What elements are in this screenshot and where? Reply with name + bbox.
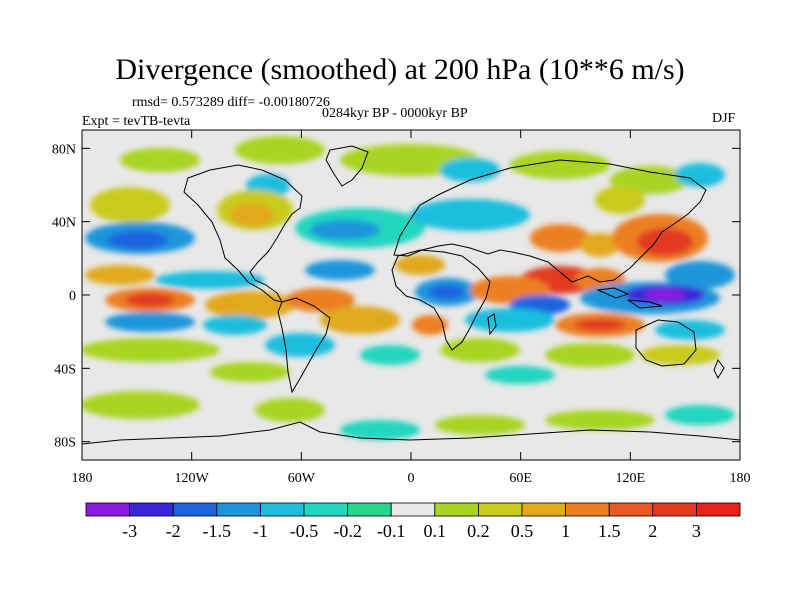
lat-tick-label: 40S	[54, 362, 76, 377]
colorbar-swatch	[521, 502, 566, 517]
colorbar-swatch	[172, 502, 218, 517]
colorbar-swatch	[434, 502, 479, 517]
period-label: 0284kyr BP - 0000kyr BP	[322, 106, 468, 121]
lat-tick-label: 40N	[52, 216, 76, 231]
stats-line: rmsd= 0.573289 diff= -0.00180726	[132, 95, 330, 110]
colorbar-label: -2	[166, 521, 181, 541]
colorbar-label: -1.5	[203, 521, 232, 541]
colorbar-label: -0.5	[290, 521, 319, 541]
lon-tick-label: 60W	[288, 471, 316, 486]
lon-tick-label: 180	[730, 471, 751, 486]
colorbar-swatch	[303, 502, 348, 517]
colorbar-swatch	[216, 502, 261, 517]
colorbar-label: 1	[561, 521, 570, 541]
experiment-label: Expt = tevTB-tevta	[82, 114, 191, 129]
lon-tick-label: 120W	[175, 471, 210, 486]
colorbar-swatch	[259, 502, 305, 517]
colorbar-label: 0.2	[467, 521, 490, 541]
lon-tick-label: 120E	[616, 471, 646, 486]
divergence-field	[82, 130, 740, 460]
colorbar-swatch	[696, 502, 741, 517]
lat-tick-label: 80N	[52, 142, 76, 157]
colorbar-swatch	[477, 502, 523, 517]
colorbar-label: -0.2	[333, 521, 362, 541]
coastlines	[82, 145, 740, 445]
colorbar-swatch	[608, 502, 654, 517]
colorbar-label: -1	[253, 521, 268, 541]
colorbar-swatch	[85, 502, 130, 517]
lat-tick-label: 80S	[54, 436, 76, 451]
colorbar-swatch	[652, 502, 697, 517]
lon-tick-label: 180	[72, 471, 93, 486]
colorbar-swatch	[565, 502, 610, 517]
lon-tick-label: 60E	[509, 471, 532, 486]
field-blobs	[82, 136, 735, 440]
colorbar: -3 -2 -1.5 -1 -0.5 -0.2 -0.1 0.1 0.2 0.5 1 1.5 2 3	[85, 502, 741, 541]
colorbar-label: -3	[122, 521, 137, 541]
colorbar-label: 0.5	[511, 521, 534, 541]
colorbar-label: 2	[648, 521, 657, 541]
lon-tick-label: 0	[408, 471, 415, 486]
colorbar-swatch	[347, 502, 392, 517]
lat-tick-label: 0	[69, 289, 76, 304]
colorbar-swatch	[129, 502, 174, 517]
axis-ticks: 80N 40N 0 40S 80S 180 120W 60W 0 60E 120E 180	[52, 130, 751, 486]
colorbar-label: -0.1	[377, 521, 406, 541]
colorbar-label: 3	[692, 521, 701, 541]
season-label: DJF	[712, 111, 736, 126]
colorbar-swatch	[390, 502, 436, 517]
plot-title: Divergence (smoothed) at 200 hPa (10**6 …	[115, 53, 685, 86]
colorbar-label: 0.1	[424, 521, 447, 541]
colorbar-label: 1.5	[598, 521, 621, 541]
